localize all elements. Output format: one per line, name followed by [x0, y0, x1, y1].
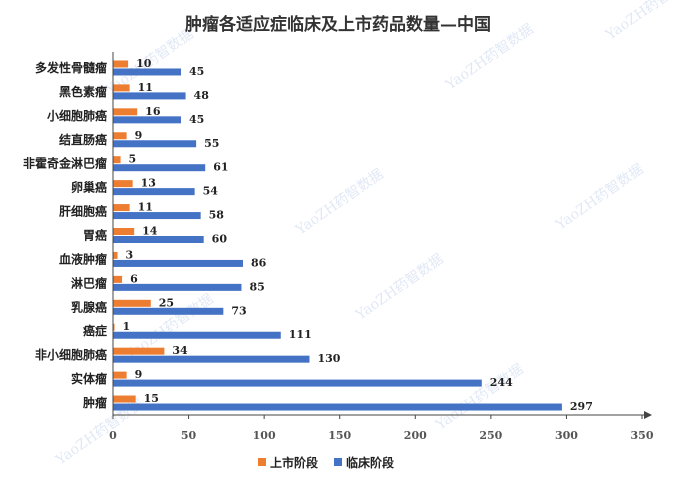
legend-swatch-clinical: [334, 458, 342, 466]
legend: 上市阶段 临床阶段: [258, 455, 395, 470]
category-label: 实体瘤: [71, 371, 107, 386]
data-label-marketed: 34: [172, 344, 188, 357]
data-label-clinical: 60: [212, 233, 228, 246]
bar-marketed: [113, 132, 127, 140]
data-label-marketed: 9: [135, 368, 143, 381]
bar-marketed: [113, 204, 130, 212]
data-label-clinical: 85: [249, 280, 264, 293]
x-tick-label: 150: [328, 429, 351, 442]
bar-marketed: [113, 275, 123, 283]
data-label-clinical: 86: [251, 256, 267, 269]
bar-clinical: [113, 68, 182, 76]
chart-title: 肿瘤各适应症临床及上市药品数量—中国: [185, 14, 491, 35]
data-label-marketed: 6: [130, 272, 138, 285]
category-label: 癌症: [83, 323, 107, 338]
bar-marketed: [113, 84, 130, 92]
bar-marketed: [113, 347, 165, 355]
data-label-clinical: 73: [231, 304, 246, 317]
bar-clinical: [113, 307, 224, 315]
data-label-marketed: 9: [135, 129, 143, 142]
bar-clinical: [113, 355, 310, 363]
watermark-text: YaoZH药智数据: [602, 0, 676, 44]
bar-clinical: [113, 283, 242, 291]
bar-marketed: [113, 371, 127, 379]
watermark-text: YaoZH药智数据: [352, 251, 446, 324]
category-label: 胃癌: [83, 228, 107, 243]
x-tick-label: 50: [181, 429, 197, 442]
data-label-clinical: 54: [203, 185, 219, 198]
bar-marketed: [113, 323, 115, 331]
bar-marketed: [113, 228, 135, 235]
category-label: 小细胞肺癌: [47, 108, 107, 123]
data-label-clinical: 61: [213, 161, 228, 174]
data-label-marketed: 5: [129, 153, 137, 166]
bar-clinical: [113, 164, 206, 172]
data-label-marketed: 16: [145, 105, 161, 118]
data-label-clinical: 45: [189, 113, 204, 126]
bar-clinical: [113, 92, 186, 100]
x-tick-label: 100: [253, 429, 276, 442]
category-label: 多发性骨髓瘤: [35, 60, 107, 75]
data-label-clinical: 55: [204, 137, 219, 150]
category-label: 淋巴瘤: [71, 275, 107, 290]
x-tick-label: 200: [404, 429, 427, 442]
bar-clinical: [113, 140, 197, 148]
watermark-text: YaoZH药智数据: [432, 361, 526, 434]
data-label-marketed: 14: [142, 225, 158, 238]
watermark-text: YaoZH药智数据: [292, 166, 386, 239]
bar-clinical: [113, 403, 562, 411]
bar-clinical: [113, 331, 281, 339]
category-label: 血液肿瘤: [59, 251, 107, 266]
category-label: 结直肠癌: [59, 132, 107, 147]
data-label-marketed: 11: [138, 81, 153, 94]
category-label: 乳腺癌: [71, 299, 107, 314]
x-tick-label: 250: [479, 429, 502, 442]
watermark-text: YaoZH药智数据: [552, 161, 646, 234]
category-label: 卵巢癌: [71, 180, 107, 195]
bar-marketed: [113, 251, 118, 259]
data-label-marketed: 11: [138, 201, 153, 214]
data-label-clinical: 297: [570, 400, 593, 413]
category-label: 黑色素瘤: [59, 84, 107, 99]
bar-marketed: [113, 60, 129, 68]
data-label-clinical: 45: [189, 65, 204, 78]
category-label: 肝细胞癌: [59, 204, 107, 219]
legend-swatch-marketed: [258, 458, 266, 466]
data-label-clinical: 130: [317, 352, 340, 365]
data-label-clinical: 111: [289, 328, 312, 341]
bar-marketed: [113, 395, 136, 403]
category-label: 肿瘤: [83, 395, 107, 410]
category-label: 非小细胞肺癌: [35, 347, 107, 362]
bar-clinical: [113, 116, 182, 124]
bar-clinical: [113, 188, 195, 196]
bar-marketed: [113, 299, 151, 307]
legend-label-clinical: 临床阶段: [346, 455, 395, 470]
data-label-marketed: 10: [136, 57, 152, 70]
x-axis-arrow: [644, 411, 652, 419]
x-tick-label: 350: [631, 429, 654, 442]
x-tick-label: 300: [555, 429, 578, 442]
bar-clinical: [113, 379, 482, 387]
data-label-clinical: 244: [490, 376, 513, 389]
bar-clinical: [113, 236, 204, 243]
data-label-clinical: 58: [209, 209, 225, 222]
bar-clinical: [113, 259, 243, 267]
bar-marketed: [113, 156, 121, 164]
data-label-marketed: 15: [144, 392, 159, 405]
data-label-clinical: 48: [194, 89, 210, 102]
data-label-marketed: 1: [123, 320, 131, 333]
bar-marketed: [113, 180, 133, 188]
bar-marketed: [113, 108, 138, 116]
data-label-marketed: 25: [159, 296, 174, 309]
category-label: 非霍奇金淋巴瘤: [23, 156, 107, 171]
bar-clinical: [113, 212, 201, 220]
data-label-marketed: 3: [126, 248, 134, 261]
legend-label-marketed: 上市阶段: [270, 455, 319, 470]
x-tick-label: 0: [109, 429, 117, 442]
data-label-marketed: 13: [141, 177, 156, 190]
